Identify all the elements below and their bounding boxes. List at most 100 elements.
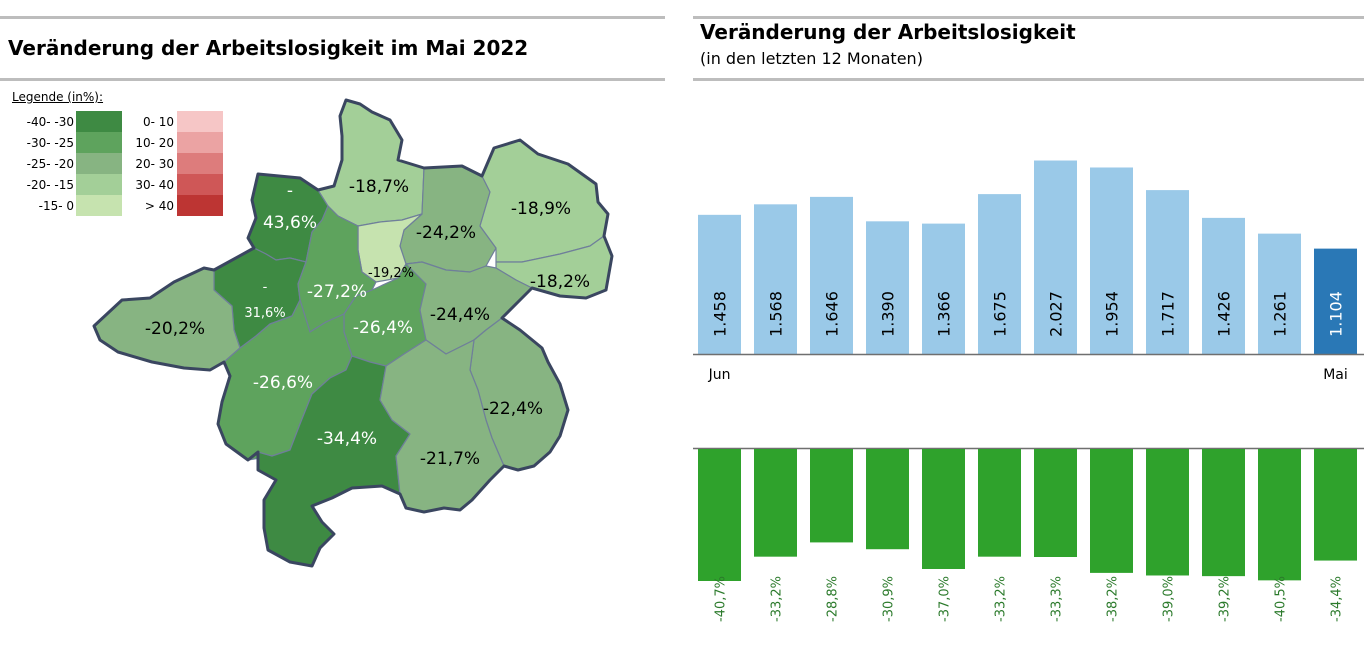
legend-item: -15- 0 (0, 195, 74, 216)
legend-swatch (76, 174, 122, 195)
legend-item-label: 10- 20 (135, 136, 174, 150)
bar-count (1090, 167, 1133, 354)
map-label-dash: - (263, 280, 268, 295)
legend-swatch (76, 111, 122, 132)
bar-count-value-label: 1.104 (1327, 291, 1346, 337)
legend-title: Legende (in%): (12, 90, 104, 104)
map-label-value: -26,6% (253, 373, 313, 393)
bar-count (866, 221, 909, 354)
bar-change-value-label: -38,2% (1106, 576, 1121, 622)
legend-item-label: 30- 40 (135, 178, 174, 192)
right-title-top-rule (693, 16, 1364, 19)
bar-count (922, 223, 965, 354)
map-label-value: -20,2% (145, 319, 205, 339)
legend-item: 30- 40 (120, 174, 174, 195)
left-title-top-rule (0, 16, 665, 19)
legend-swatch (76, 153, 122, 174)
bar-change-value-label: -33,3% (1050, 576, 1065, 622)
bar-count-value-label: 1.954 (1103, 291, 1122, 337)
left-title-bottom-rule (0, 78, 665, 81)
bar-change (1314, 449, 1357, 561)
map-label-value: 43,6% (263, 213, 317, 233)
bar-change (1034, 449, 1077, 557)
bar-count-value-label: 2.027 (1047, 291, 1066, 337)
bar-count (1034, 160, 1077, 354)
map-label-value: -18,2% (530, 272, 590, 292)
legend-item: -20- -15 (0, 174, 74, 195)
bar-count-value-label: 1.675 (991, 291, 1010, 337)
legend-item: 20- 30 (120, 153, 174, 174)
bar-count (978, 194, 1021, 354)
map-label-value: -22,4% (483, 399, 543, 419)
bar-count (698, 214, 741, 354)
bar-change (1146, 449, 1189, 576)
bar-count-value-label: 1.646 (823, 291, 842, 337)
bar-change-value-label: -40,5% (1274, 576, 1289, 622)
map-label-value: -18,9% (511, 199, 571, 219)
map-label-value: -26,4% (353, 318, 413, 338)
bar-change (1090, 449, 1133, 573)
legend-item-label: > 40 (144, 199, 174, 213)
bar-change (1202, 449, 1245, 577)
legend-swatch (76, 132, 122, 153)
map-label-value: 31,6% (244, 306, 285, 321)
bar-change-value-label: -33,2% (994, 576, 1009, 622)
bar-change-value-label: -34,4% (1330, 576, 1345, 622)
x-tick-label: Mai (1323, 367, 1348, 383)
bar-count-value-label: 1.390 (879, 291, 898, 337)
bar-change-value-label: -33,2% (770, 576, 785, 622)
bar-change-value-label: -37,0% (938, 576, 953, 622)
map-label-value: -24,4% (430, 305, 490, 325)
bar-change (698, 449, 741, 581)
map-outer-border (92, 98, 614, 568)
legend-item: 0- 10 (120, 111, 174, 132)
bar-count-value-label: 1.366 (935, 291, 954, 337)
bar-change (810, 449, 853, 543)
legend-item-label: 20- 30 (135, 157, 174, 171)
bar-change (754, 449, 797, 557)
map-label-value: -24,2% (416, 223, 476, 243)
bar-count-value-label: 1.426 (1215, 291, 1234, 337)
district-map: - 43,6% -18,7% -24,2% -18,9% -19,2% -18,2% - 31,… (92, 98, 614, 568)
legend-swatch (177, 132, 223, 153)
legend-item: > 40 (120, 195, 174, 216)
chart-title: Veränderung der Arbeitslosigkeit (700, 20, 1076, 44)
bar-count-value-label: 1.568 (767, 291, 786, 337)
legend-item-label: -40- -30 (26, 115, 74, 129)
legend-item-label: -15- 0 (38, 199, 74, 213)
x-tick-label: Jun (708, 367, 731, 383)
bar-change (978, 449, 1021, 557)
bar-change-value-label: -39,2% (1218, 576, 1233, 622)
right-title-bottom-rule (693, 78, 1364, 81)
legend-swatch (177, 111, 223, 132)
map-label-value: -19,2% (368, 266, 414, 281)
legend-item-label: -30- -25 (26, 136, 74, 150)
map-label-value: -21,7% (420, 449, 480, 469)
bar-count-value-label: 1.717 (1159, 291, 1178, 337)
map-label-value: -34,4% (317, 429, 377, 449)
legend-swatch (177, 195, 223, 216)
chart-subtitle: (in den letzten 12 Monaten) (700, 49, 923, 68)
bar-change (1258, 449, 1301, 581)
bar-change-value-label: -30,9% (882, 576, 897, 622)
bar-count-value-label: 1.458 (711, 291, 730, 337)
legend-swatch (177, 153, 223, 174)
legend-swatch (76, 195, 122, 216)
map-title: Veränderung der Arbeitslosigkeit im Mai … (8, 36, 529, 60)
bar-count-value-label: 1.261 (1271, 291, 1290, 337)
bar-count (810, 196, 853, 354)
map-label-dash: - (287, 181, 293, 201)
bar-count (1258, 233, 1301, 354)
map-label-value: -18,7% (349, 177, 409, 197)
legend-item-label: -20- -15 (26, 178, 74, 192)
legend-item: -30- -25 (0, 132, 74, 153)
bar-count (754, 204, 797, 354)
bar-count (1146, 190, 1189, 354)
bar-change-value-label: -40,7% (714, 576, 729, 622)
bar-count (1314, 248, 1357, 354)
legend-item-label: -25- -20 (26, 157, 74, 171)
legend: -40- -30 -30- -25 -25- -20 -20- -15 -15- 0 0… (0, 0, 240, 230)
bar-count (1202, 217, 1245, 354)
map-label-value: -27,2% (307, 282, 367, 302)
